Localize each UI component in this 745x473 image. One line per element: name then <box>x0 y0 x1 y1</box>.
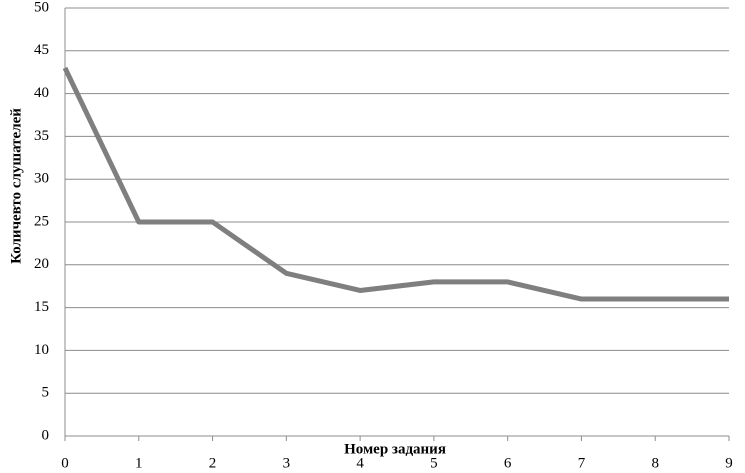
y-tick-label: 5 <box>42 385 50 401</box>
y-tick-label: 25 <box>34 213 49 229</box>
x-tick-label: 3 <box>283 455 291 471</box>
y-tick-label: 20 <box>34 256 49 272</box>
y-tick-label: 10 <box>34 342 49 358</box>
x-tick-label: 8 <box>651 455 659 471</box>
x-tick-label: 0 <box>61 455 69 471</box>
y-tick-label: 15 <box>34 299 49 315</box>
data-line <box>62 66 729 302</box>
y-tick-label: 50 <box>34 0 49 15</box>
x-axis-label: Номер задания <box>344 441 446 457</box>
x-tick-label: 6 <box>504 455 512 471</box>
x-tick-label: 2 <box>209 455 217 471</box>
x-tick-label: 5 <box>430 455 438 471</box>
x-tick-label: 7 <box>578 455 586 471</box>
y-tick-label: 35 <box>34 128 49 144</box>
y-tick-label: 0 <box>42 427 50 443</box>
y-tick-label: 30 <box>34 171 49 187</box>
x-tick-label: 9 <box>725 455 733 471</box>
y-axis-label: Количевто слушателей <box>8 108 24 264</box>
x-tick-label: 1 <box>135 455 143 471</box>
y-tick-label: 45 <box>34 42 49 58</box>
x-tick-label: 4 <box>356 455 364 471</box>
y-tick-label: 40 <box>34 85 49 101</box>
